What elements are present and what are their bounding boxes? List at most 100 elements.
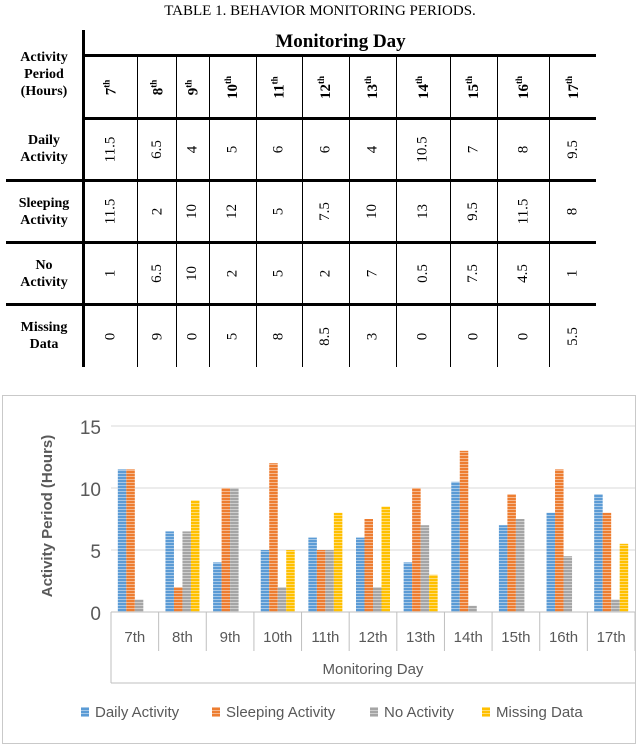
table-cell: 11.5 (83, 118, 138, 182)
bar-missing-data (381, 506, 390, 612)
table-cell: 5 (208, 304, 257, 367)
row-label: Missing Data (6, 304, 85, 367)
bar-sleeping-activity (507, 494, 516, 612)
table-cell: 6.5 (137, 242, 177, 306)
table-cell: 4.5 (496, 242, 550, 306)
legend-label: Missing Data (496, 704, 583, 721)
monitoring-table: Activity Period (Hours) Monitoring Day 7… (6, 30, 596, 367)
bar-no-activity (182, 531, 191, 612)
bar-sleeping-activity (602, 512, 612, 612)
day-label: 7th (101, 79, 120, 95)
table-cell: 6 (255, 118, 303, 182)
table-cell: 10 (348, 180, 397, 244)
table-cell: 6.5 (137, 118, 177, 182)
table-row: No Activity 1 6.5 10 2 5 2 7 0.5 7.5 4.5 1 (6, 242, 596, 306)
table-cell: 1 (549, 242, 596, 306)
table-cell: 10 (176, 242, 210, 306)
day-label: 14th (413, 75, 432, 99)
legend-label: Daily Activity (95, 704, 180, 721)
bar-missing-data (333, 512, 343, 612)
table-cell: 7.5 (301, 180, 350, 244)
x-tick-label: 17th (597, 629, 626, 646)
bar-daily-activity (260, 550, 270, 612)
bar-daily-activity (165, 531, 174, 612)
table-cell: 8 (549, 180, 596, 244)
row-header-line: Period (24, 66, 64, 82)
table-cell: 2 (137, 180, 177, 244)
table-cell: 2 (208, 242, 257, 306)
bar-daily-activity (594, 494, 603, 612)
row-header-cell: Activity Period (Hours) (6, 30, 85, 119)
table-cell: 7.5 (449, 242, 498, 306)
table-cell: 11.5 (83, 180, 138, 244)
legend-swatch (482, 707, 490, 717)
day-header: 9th (176, 55, 210, 120)
day-header: 12th (301, 55, 350, 120)
day-label: 11th (269, 75, 288, 99)
bar-no-activity (230, 488, 239, 612)
table-cell: 13 (395, 180, 450, 244)
bar-no-activity (611, 599, 620, 612)
row-header-line: (Hours) (20, 83, 68, 99)
x-tick-label: 15th (501, 629, 530, 646)
row-label: Daily Activity (6, 118, 85, 182)
table-cell: 0 (176, 304, 210, 367)
table-cell: 10.5 (395, 118, 450, 182)
table-cell: 8 (496, 118, 550, 182)
bar-daily-activity (308, 537, 317, 612)
table-cell: 11.5 (496, 180, 550, 244)
day-label: 10th (223, 75, 242, 99)
table-cell: 7 (348, 242, 397, 306)
bar-daily-activity (117, 469, 127, 612)
day-header: 10th (208, 55, 257, 120)
bar-sleeping-activity (364, 519, 373, 612)
bar-no-activity (373, 587, 382, 612)
table-row: Daily Activity 11.5 6.5 4 5 6 6 4 10.5 7 8 9.5 (6, 118, 596, 182)
bar-sleeping-activity (173, 587, 183, 612)
bar-no-activity (563, 556, 573, 612)
legend-swatch (370, 707, 378, 717)
bar-no-activity (468, 605, 477, 612)
table-cell: 5 (255, 242, 303, 306)
table-cell: 5 (255, 180, 303, 244)
group-header: Monitoring Day (83, 30, 596, 57)
table-cell: 5.5 (549, 304, 596, 367)
table-cell: 2 (301, 242, 350, 306)
x-tick-label: 14th (454, 629, 483, 646)
x-axis-title: Monitoring Day (323, 661, 424, 678)
bar-missing-data (619, 543, 629, 612)
x-tick-label: 9th (220, 629, 241, 646)
bar-sleeping-activity (316, 550, 326, 612)
bar-no-activity (420, 525, 430, 612)
day-header: 15th (449, 55, 498, 120)
x-tick-label: 11th (311, 629, 339, 646)
bar-no-activity (277, 587, 287, 612)
bar-chart: 0 5 10 15 7th 8th 9th 10th 11th 12th 13th 14th 15th 1… (39, 418, 635, 721)
day-header-row: 7th 8th 9th 10th 11th 12th 13th 14th 15th 16th 17t… (6, 55, 596, 120)
day-header: 13th (348, 55, 397, 120)
day-label: 12th (316, 75, 335, 99)
table-cell: 6 (301, 118, 350, 182)
bar-daily-activity (498, 525, 508, 612)
bar-missing-data (190, 500, 200, 612)
y-tick-label: 10 (80, 480, 101, 501)
bar-daily-activity (213, 562, 222, 612)
y-axis-title: Activity Period (Hours) (39, 435, 56, 598)
day-label: 13th (363, 75, 382, 99)
table-cell: 10 (176, 180, 210, 244)
day-header: 11th (255, 55, 303, 120)
bar-missing-data (429, 574, 438, 612)
bar-daily-activity (451, 481, 460, 612)
day-header: 8th (137, 55, 177, 120)
bar-sleeping-activity (555, 469, 564, 612)
bar-daily-activity (403, 562, 413, 612)
table-cell: 3 (348, 304, 397, 367)
table-cell: 1 (83, 242, 138, 306)
legend-label: Sleeping Activity (226, 704, 336, 721)
table-cell: 0 (449, 304, 498, 367)
table-cell: 9 (137, 304, 177, 367)
table-cell: 4 (348, 118, 397, 182)
bar-sleeping-activity (459, 450, 469, 612)
table-row: Missing Data 0 9 0 5 8 8.5 3 0 0 0 5.5 (6, 304, 596, 367)
table-cell: 8.5 (301, 304, 350, 367)
